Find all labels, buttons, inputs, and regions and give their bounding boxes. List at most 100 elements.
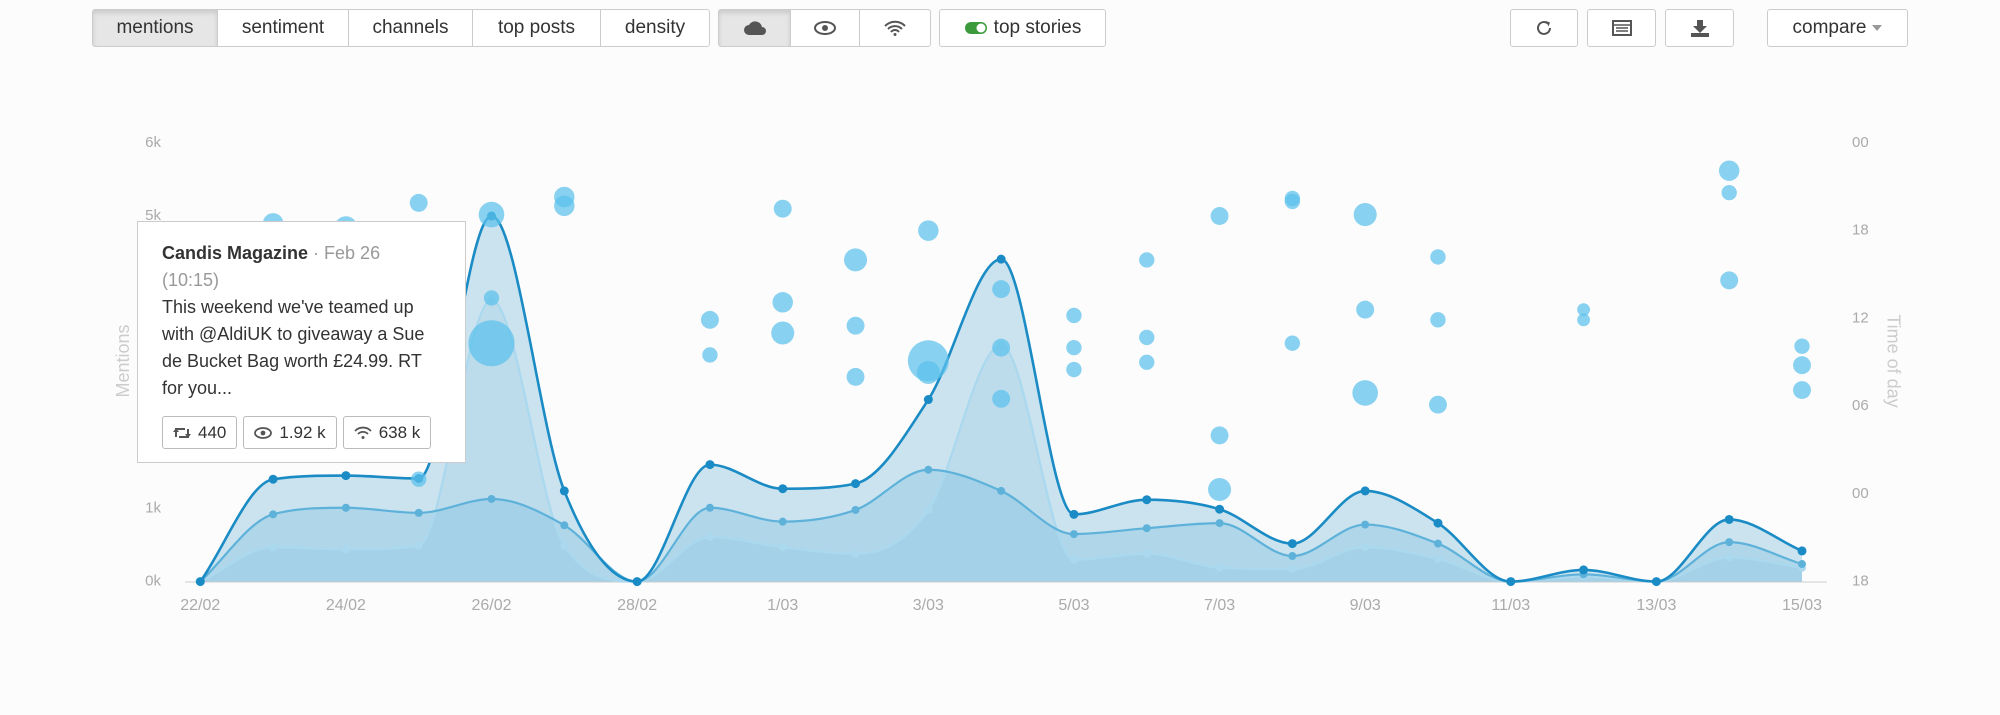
bubble [1208, 477, 1232, 501]
bubble [1139, 354, 1155, 370]
point [1069, 555, 1078, 564]
bubble [478, 201, 505, 228]
point [1651, 577, 1661, 587]
point [705, 460, 715, 470]
point [1288, 552, 1297, 561]
area [200, 469, 1802, 582]
bubble [1139, 329, 1155, 346]
tab-button[interactable]: sentiment [217, 9, 349, 47]
tooltip-header: Candis Magazine · Feb 26 (10:15) [162, 240, 441, 294]
bubble [1793, 381, 1811, 399]
cloud-button[interactable] [718, 9, 791, 47]
point [778, 517, 787, 526]
point [705, 532, 714, 541]
bubble [1066, 307, 1082, 324]
point [778, 484, 788, 494]
bubble [1718, 160, 1740, 181]
x-tick-label: 3/03 [913, 597, 944, 614]
bubble [846, 316, 865, 335]
point [851, 505, 860, 514]
y-tick-label: 6k [145, 134, 161, 151]
retweets-value: 440 [198, 423, 227, 442]
bubble [411, 471, 427, 487]
y2-tick-label: 18 [1852, 573, 1869, 590]
point [851, 549, 860, 558]
point [414, 541, 423, 550]
reach-value: 638 k [378, 423, 421, 442]
bubble [483, 290, 500, 306]
x-tick-label: 11/03 [1491, 597, 1530, 614]
x-tick-label: 28/02 [617, 597, 657, 614]
toggle-label: top stories [993, 17, 1082, 38]
point [851, 479, 861, 489]
point [269, 510, 278, 519]
point [996, 254, 1006, 264]
bubble [702, 347, 718, 363]
eye-button[interactable] [790, 9, 860, 47]
point [1579, 565, 1589, 575]
point [1142, 524, 1151, 533]
tab-button[interactable]: mentions [92, 9, 218, 47]
y-tick-label: 1k [145, 499, 161, 516]
point [1798, 560, 1806, 569]
bubble [992, 338, 1011, 357]
y2-tick-label: 00 [1852, 485, 1869, 502]
y2-axis-title: Time of day [1883, 314, 1903, 407]
x-tick-label: 26/02 [471, 597, 511, 614]
bubble [844, 248, 868, 272]
bubble [771, 321, 795, 345]
compare-button[interactable]: compare [1767, 9, 1908, 47]
point [1433, 518, 1443, 528]
point [1142, 495, 1152, 505]
point [924, 505, 933, 514]
point [1360, 486, 1370, 496]
x-tick-label: 7/03 [1204, 597, 1235, 614]
point [268, 474, 278, 484]
point [1215, 563, 1224, 572]
bubble [1577, 313, 1590, 327]
refresh-button[interactable] [1510, 9, 1578, 47]
bubble [1429, 395, 1447, 414]
point [924, 465, 933, 474]
point [341, 545, 350, 554]
top-stories-toggle[interactable]: top stories [939, 9, 1106, 47]
bubble [918, 220, 939, 241]
compare-label: compare [1792, 17, 1867, 38]
point [1361, 520, 1370, 529]
bubble [773, 199, 792, 218]
bubble [916, 360, 940, 385]
point [1724, 514, 1734, 524]
tab-button[interactable]: top posts [472, 9, 601, 47]
y-tick-label: 5k [145, 207, 161, 224]
point [1797, 546, 1807, 556]
tab-button[interactable]: channels [348, 9, 473, 47]
point [1725, 538, 1734, 547]
wifi-button[interactable] [859, 9, 931, 47]
point [1287, 539, 1297, 549]
toggle-icon [964, 22, 987, 34]
download-button[interactable] [1665, 9, 1734, 47]
y2-tick-label: 00 [1852, 134, 1869, 151]
x-tick-label: 15/03 [1782, 597, 1822, 614]
y2-tick-label: 06 [1852, 397, 1869, 414]
bubble [1430, 312, 1446, 328]
bubble [700, 310, 719, 329]
area [200, 300, 1802, 582]
bubble [992, 280, 1011, 299]
tooltip-author: Candis Magazine [162, 243, 309, 263]
bubble [1066, 361, 1082, 378]
y2-tick-label: 12 [1852, 309, 1869, 326]
point [923, 395, 933, 405]
point [341, 471, 351, 481]
x-tick-label: 5/03 [1058, 597, 1089, 614]
bubble [1066, 339, 1082, 356]
bubble [1356, 300, 1375, 319]
tab-button[interactable]: density [600, 9, 710, 47]
tooltip-text: This weekend we've teamed up with @AldiU… [162, 297, 425, 398]
tooltip-date: · Feb 26 (10:15) [162, 243, 381, 290]
table-button[interactable] [1587, 9, 1656, 47]
point [1725, 553, 1734, 562]
point [632, 577, 642, 587]
